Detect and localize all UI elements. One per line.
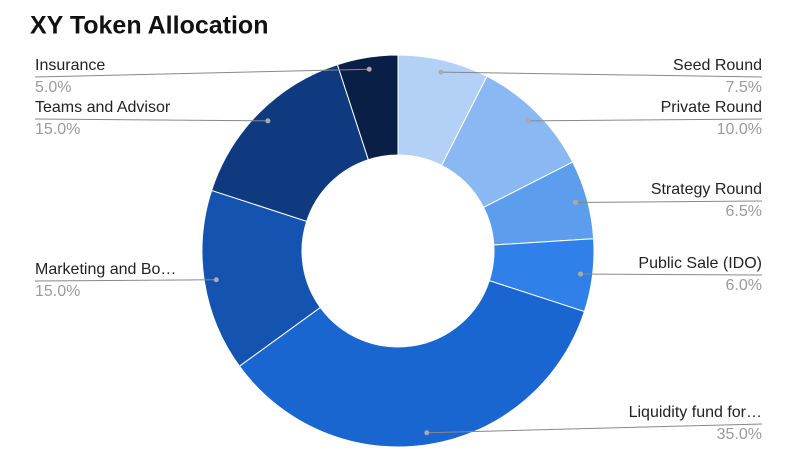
leader-dot (265, 118, 271, 124)
leader-dot (213, 277, 219, 283)
leader-dot (366, 66, 372, 72)
slice-value-label: 15.0% (35, 121, 80, 138)
leader-line (34, 279, 217, 282)
slice-label: Insurance (35, 57, 105, 74)
slice-label: Teams and Advisor (35, 99, 171, 116)
slice-label: Liquidity fund for… (629, 404, 762, 421)
leader-line (575, 200, 763, 203)
slice-value-label: 7.5% (726, 79, 762, 96)
slice-value-label: 15.0% (35, 283, 80, 300)
slice-label: Public Sale (IDO) (638, 255, 762, 272)
slice-label: Private Round (661, 99, 762, 116)
slice-label: Marketing and Bo… (35, 261, 176, 278)
leader-line (528, 118, 763, 122)
slice-value-label: 5.0% (35, 79, 71, 96)
leader-dot (424, 430, 430, 436)
slice (336, 54, 399, 161)
slice-label: Strategy Round (651, 181, 762, 198)
slice-value-label: 35.0% (717, 426, 762, 443)
chart-title: XY Token Allocation (30, 12, 268, 40)
leader-line (580, 273, 763, 276)
slice-label: Seed Round (673, 57, 762, 74)
leader-line (440, 71, 763, 78)
leader-dot (572, 199, 578, 205)
slice-value-label: 6.0% (726, 277, 762, 294)
leader-dot (525, 118, 531, 124)
leader-line (426, 423, 763, 434)
leader-dot (438, 69, 444, 75)
leader-line (34, 68, 370, 78)
slice-value-label: 10.0% (717, 121, 762, 138)
leader-line (34, 118, 268, 122)
leader-dot (578, 271, 584, 277)
slice (238, 280, 586, 448)
slice-value-label: 6.5% (726, 203, 762, 220)
